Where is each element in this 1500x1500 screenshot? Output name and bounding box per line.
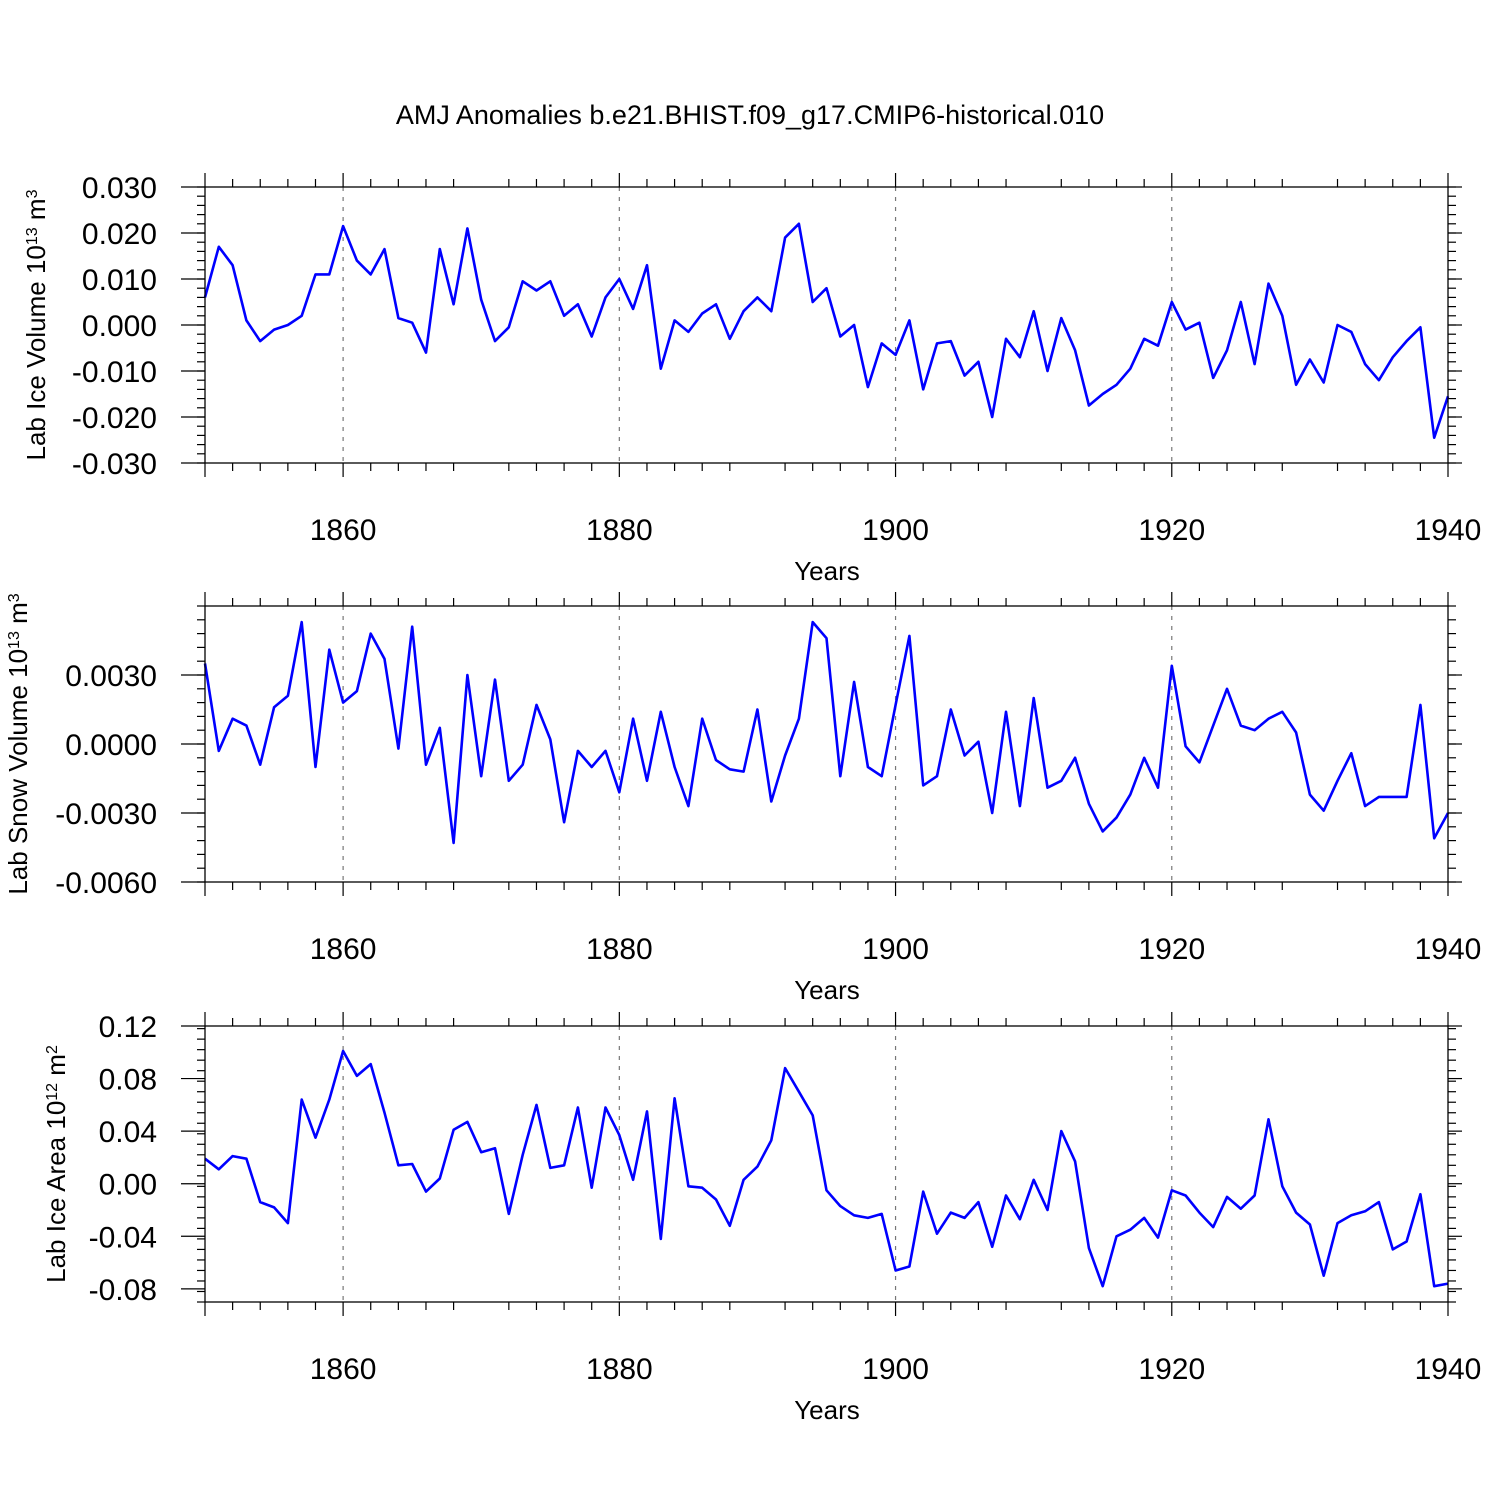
snow-volume-series-line: [203, 620, 1450, 845]
ice-volume-y-label-exp: 13: [24, 227, 41, 245]
ice-volume-y-tick-label: -0.010: [72, 356, 157, 389]
ice-volume-x-tick-label: 1860: [310, 514, 377, 547]
snow-volume-y-label-exp: 13: [6, 631, 23, 649]
snow-volume-x-tick-label: 1940: [1415, 933, 1482, 966]
ice-area-y-label-exp: 12: [44, 1083, 61, 1101]
ice-area-y-axis-title: Lab Ice Area 1012 m2: [41, 1045, 71, 1283]
panel-snow-volume: -0.0060 -0.0030 0.0000 0.0030 1860 1880 1900 1…: [3, 592, 1481, 1005]
snow-volume-y-tick-label: 0.0030: [65, 660, 157, 693]
ice-area-x-tick-label: 1940: [1415, 1353, 1482, 1386]
snow-volume-y-tick-label: -0.0060: [55, 867, 157, 900]
ice-volume-y-tick-label: -0.020: [72, 402, 157, 435]
ice-volume-plot-frame: [204, 186, 1449, 464]
ice-area-plot-frame: [204, 1025, 1449, 1303]
ice-area-x-tick-label: 1860: [310, 1353, 377, 1386]
ice-area-y-tick-label: -0.08: [89, 1274, 157, 1307]
snow-volume-plot-frame: [204, 605, 1449, 883]
ice-volume-y-label-unit-exp: 3: [24, 189, 41, 198]
ice-volume-y-label-main: Lab Ice Volume 10: [21, 245, 51, 460]
snow-volume-y-axis-title: Lab Snow Volume 1013 m3: [3, 593, 33, 894]
ice-area-y-label-main: Lab Ice Area 10: [41, 1101, 71, 1283]
ice-volume-y-axis-title: Lab Ice Volume 1013 m3: [21, 189, 51, 460]
ice-volume-x-tick-label: 1940: [1415, 514, 1482, 547]
snow-volume-y-label-main: Lab Snow Volume 10: [3, 649, 33, 895]
ice-volume-y-label-unit: m: [21, 198, 51, 227]
snow-volume-x-tick-label: 1860: [310, 933, 377, 966]
ice-volume-series-line: [203, 222, 1450, 440]
ice-area-x-tick-label: 1880: [586, 1353, 653, 1386]
ice-area-x-tick-label: 1900: [862, 1353, 929, 1386]
ice-area-y-tick-label: -0.04: [89, 1221, 157, 1254]
ice-volume-x-axis-title: Years: [794, 556, 860, 586]
ice-area-x-axis-title: Years: [794, 1395, 860, 1425]
snow-volume-y-label-unit-exp: 3: [6, 593, 23, 602]
ice-volume-y-tick-label: -0.030: [72, 448, 157, 481]
ice-volume-y-tick-label: 0.030: [82, 172, 157, 205]
snow-volume-x-tick-label: 1920: [1138, 933, 1205, 966]
ice-volume-x-tick-label: 1880: [586, 514, 653, 547]
panel-ice-volume: -0.030 -0.020 -0.010 0.000 0.010 0.020 0.030 1…: [21, 172, 1481, 586]
ice-volume-x-tick-label: 1920: [1138, 514, 1205, 547]
chart-title: AMJ Anomalies b.e21.BHIST.f09_g17.CMIP6-…: [396, 100, 1104, 130]
ice-area-x-tick-label: 1920: [1138, 1353, 1205, 1386]
snow-volume-x-axis-title: Years: [794, 975, 860, 1005]
ice-area-y-tick-label: 0.04: [99, 1116, 157, 1149]
ice-volume-y-tick-label: 0.020: [82, 218, 157, 251]
snow-volume-x-tick-label: 1880: [586, 933, 653, 966]
ice-area-series-line: [204, 1049, 1449, 1288]
ice-area-y-tick-label: 0.08: [99, 1064, 157, 1097]
panel-ice-area: -0.08 -0.04 0.00 0.04 0.08 0.12 1860 1880 1900 1…: [41, 1011, 1481, 1425]
snow-volume-y-label-unit: m: [3, 602, 33, 631]
snow-volume-y-tick-label: -0.0030: [55, 798, 157, 831]
ice-volume-x-tick-label: 1900: [862, 514, 929, 547]
ice-area-y-label-unit: m: [41, 1054, 71, 1083]
snow-volume-y-tick-label: 0.0000: [65, 729, 157, 762]
ice-area-y-tick-label: 0.12: [99, 1011, 157, 1044]
ice-volume-y-tick-label: 0.000: [82, 310, 157, 343]
ice-area-y-tick-label: 0.00: [99, 1169, 157, 1202]
snow-volume-x-tick-label: 1900: [862, 933, 929, 966]
ice-area-y-label-unit-exp: 2: [44, 1045, 61, 1054]
ice-volume-y-tick-label: 0.010: [82, 264, 157, 297]
